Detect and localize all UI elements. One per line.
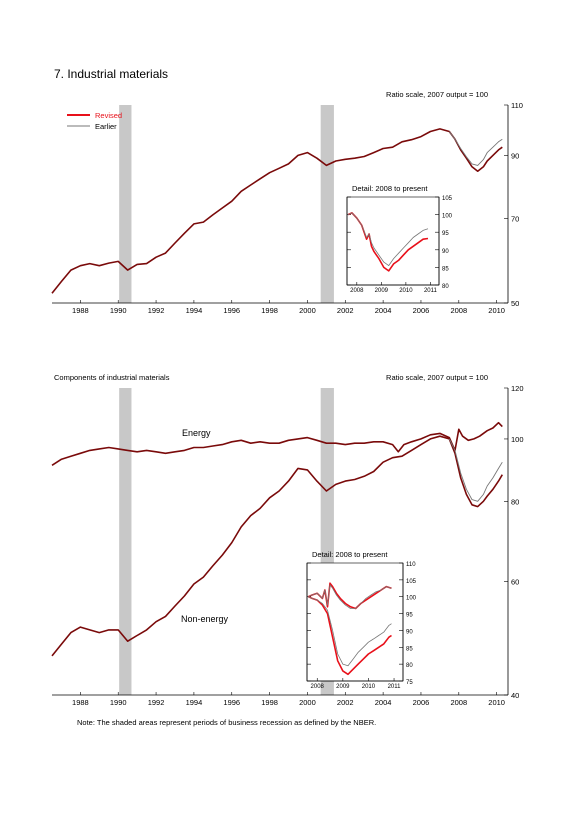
recession-band bbox=[320, 105, 334, 303]
x-tick-label: 2010 bbox=[362, 684, 376, 690]
x-tick-label: 2008 bbox=[350, 288, 364, 294]
x-tick-label: 1994 bbox=[186, 306, 203, 315]
x-tick-label: 2009 bbox=[375, 288, 389, 294]
y-tick-label: 40 bbox=[511, 691, 519, 700]
y-tick-label: 70 bbox=[511, 215, 519, 224]
y-tick-label: 80 bbox=[406, 663, 413, 669]
x-tick-label: 1992 bbox=[148, 306, 165, 315]
y-tick-label: 105 bbox=[442, 196, 453, 202]
annotation-non-energy: Non-energy bbox=[181, 614, 229, 624]
series-line-earlier bbox=[348, 212, 429, 267]
footnote: Note: The shaded areas represent periods… bbox=[77, 718, 377, 727]
y-tick-label: 100 bbox=[406, 596, 417, 602]
y-tick-label: 50 bbox=[511, 299, 519, 308]
chart-components: Components of industrial materials Ratio… bbox=[51, 373, 524, 707]
inset-detail-chart: Detail: 2008 to present 2008 2009 2010 2011… bbox=[306, 550, 417, 690]
y-tick-label: 95 bbox=[406, 613, 413, 619]
y-tick-label: 100 bbox=[442, 214, 453, 220]
y-tick-label: 80 bbox=[442, 284, 449, 290]
y-tick-label: 110 bbox=[406, 562, 416, 568]
recession-band bbox=[119, 388, 132, 695]
x-tick-label: 2004 bbox=[375, 306, 392, 315]
inset-title: Detail: 2008 to present bbox=[312, 550, 388, 559]
x-tick-label: 2008 bbox=[311, 684, 325, 690]
y-tick-label: 95 bbox=[442, 231, 449, 237]
legend: Revised Earlier bbox=[67, 111, 122, 131]
x-tick-label: 2008 bbox=[450, 698, 467, 707]
chart-title: Components of industrial materials bbox=[54, 373, 170, 382]
y-tick-label: 110 bbox=[511, 101, 523, 110]
x-tick-label: 1998 bbox=[261, 306, 278, 315]
y-tick-label: 105 bbox=[406, 579, 417, 585]
legend-label-earlier: Earlier bbox=[95, 122, 117, 131]
y-tick-label: 90 bbox=[442, 249, 449, 255]
y-tick-label: 90 bbox=[511, 151, 519, 160]
x-tick-label: 1988 bbox=[72, 306, 89, 315]
y-tick-label: 90 bbox=[406, 629, 413, 635]
recession-band bbox=[119, 105, 132, 303]
x-tick-label: 2011 bbox=[424, 288, 438, 294]
y-tick-label: 85 bbox=[406, 646, 413, 652]
scale-note: Ratio scale, 2007 output = 100 bbox=[386, 90, 488, 99]
page-title: 7. Industrial materials bbox=[54, 67, 168, 81]
x-tick-label: 2011 bbox=[388, 684, 402, 690]
series-line-non-energy-earlier bbox=[308, 596, 392, 667]
scale-note: Ratio scale, 2007 output = 100 bbox=[386, 373, 488, 382]
inset-detail-chart: Detail: 2008 to present 2008 2009 2010 2011… bbox=[346, 184, 453, 294]
x-tick-label: 2004 bbox=[375, 698, 392, 707]
x-tick-label: 1990 bbox=[110, 698, 127, 707]
x-tick-label: 2000 bbox=[299, 306, 316, 315]
y-tick-label: 120 bbox=[511, 384, 524, 393]
x-tick-label: 1988 bbox=[72, 698, 89, 707]
x-tick-label: 1990 bbox=[110, 306, 127, 315]
x-tick-label: 1996 bbox=[223, 698, 240, 707]
x-tick-label: 2002 bbox=[337, 306, 354, 315]
y-tick-label: 80 bbox=[511, 497, 519, 506]
x-tick-label: 2006 bbox=[413, 306, 430, 315]
x-tick-label: 2000 bbox=[299, 698, 316, 707]
x-tick-label: 1992 bbox=[148, 698, 165, 707]
y-tick-label: 75 bbox=[406, 680, 413, 686]
x-tick-label: 2008 bbox=[450, 306, 467, 315]
x-tick-label: 1994 bbox=[186, 698, 203, 707]
x-tick-label: 2010 bbox=[488, 698, 505, 707]
x-tick-label: 2009 bbox=[336, 684, 350, 690]
x-tick-label: 2010 bbox=[399, 288, 413, 294]
series-line-non-energy-revised bbox=[307, 595, 392, 676]
x-tick-label: 1998 bbox=[261, 698, 278, 707]
inset-title: Detail: 2008 to present bbox=[352, 184, 428, 193]
x-tick-label: 1996 bbox=[223, 306, 240, 315]
y-tick-label: 100 bbox=[511, 435, 524, 444]
annotation-energy: Energy bbox=[182, 428, 211, 438]
series-line-energy-revised bbox=[51, 421, 503, 466]
x-tick-label: 2010 bbox=[488, 306, 505, 315]
x-tick-label: 2006 bbox=[413, 698, 430, 707]
y-tick-label: 60 bbox=[511, 578, 519, 587]
series-line-non-energy-earlier bbox=[448, 438, 503, 502]
series-line-earlier bbox=[448, 131, 503, 166]
chart-industrial-materials: Ratio scale, 2007 output = 100 1988 1990 1… bbox=[51, 90, 523, 315]
series-line-non-energy-revised bbox=[51, 435, 503, 657]
y-tick-label: 85 bbox=[442, 266, 449, 272]
series-line-energy-earlier bbox=[308, 584, 392, 609]
x-tick-label: 2002 bbox=[337, 698, 354, 707]
legend-label-revised: Revised bbox=[95, 111, 122, 120]
